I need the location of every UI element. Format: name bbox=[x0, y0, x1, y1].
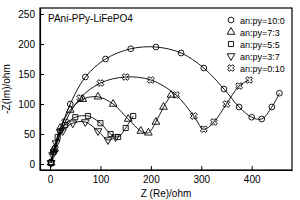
legend-marker bbox=[227, 28, 235, 35]
data-point bbox=[221, 99, 231, 109]
data-point bbox=[109, 100, 117, 107]
y-axis-tick-label: 200 bbox=[18, 39, 35, 50]
fit-line bbox=[51, 121, 116, 162]
data-point bbox=[160, 103, 168, 110]
legend-marker bbox=[228, 17, 234, 23]
y-axis-tick-label: 50 bbox=[24, 129, 36, 140]
chart: 0 100 200 300 400 0 50 100 150 200 250 PAni-PPy-LiF… bbox=[0, 0, 300, 200]
data-point bbox=[277, 90, 283, 96]
legend-marker bbox=[226, 63, 236, 73]
data-point bbox=[146, 75, 156, 85]
data-point bbox=[128, 46, 134, 52]
x-axis-tick-label: 0 bbox=[48, 174, 54, 185]
x-axis-tick-label: 400 bbox=[244, 174, 261, 185]
data-point bbox=[121, 72, 131, 82]
x-axis-tick: 100 bbox=[93, 166, 110, 185]
legend: an:py=10:0 an:py=7:3 an:py=5:5 an:py=3:7 an:… bbox=[226, 16, 285, 74]
data-point bbox=[73, 115, 78, 120]
data-point bbox=[46, 158, 56, 168]
fit-line bbox=[51, 116, 133, 163]
data-point bbox=[234, 81, 244, 91]
y-axis-tick: 0 bbox=[29, 159, 44, 170]
data-point bbox=[244, 75, 254, 85]
plot-frame bbox=[40, 8, 292, 170]
data-point bbox=[153, 44, 159, 50]
fit-line bbox=[51, 95, 171, 163]
data-point bbox=[259, 116, 265, 122]
x-axis-tick: 200 bbox=[143, 166, 160, 185]
data-point bbox=[94, 129, 102, 136]
plot-area: 0 100 200 300 400 0 50 100 150 200 250 PAni-PPy-LiF… bbox=[18, 8, 292, 185]
y-axis-tick-label: 250 bbox=[18, 9, 35, 20]
legend-item: an:py=5:5 bbox=[228, 40, 279, 50]
data-point bbox=[66, 106, 74, 113]
legend-item: an:py=10:0 bbox=[228, 16, 285, 26]
legend-marker bbox=[228, 41, 233, 46]
data-point bbox=[199, 124, 209, 134]
x-axis-tick-mark bbox=[100, 166, 101, 170]
data-point bbox=[75, 93, 85, 103]
y-axis-title: -Z(Im)/ohm bbox=[1, 64, 12, 113]
x-axis-tick: 400 bbox=[244, 166, 261, 185]
legend-item: an:py=7:3 bbox=[227, 28, 280, 38]
y-axis-tick-label: 100 bbox=[18, 99, 35, 110]
data-point bbox=[221, 86, 227, 92]
data-point bbox=[152, 118, 160, 125]
data-point bbox=[171, 90, 181, 100]
chart-title: PAni-PPy-LiFePO4 bbox=[48, 13, 133, 24]
fit-line bbox=[51, 77, 249, 163]
legend-label: an:py=0:10 bbox=[240, 64, 285, 74]
y-axis-tick: 50 bbox=[24, 129, 44, 140]
data-point bbox=[94, 92, 102, 99]
data-point bbox=[209, 117, 219, 127]
data-point bbox=[189, 111, 199, 121]
data-point bbox=[81, 120, 89, 127]
x-axis-tick-mark bbox=[252, 166, 253, 170]
x-axis-tick: 0 bbox=[48, 166, 54, 185]
data-point bbox=[104, 138, 112, 145]
data-point bbox=[85, 113, 90, 118]
legend-label: an:py=5:5 bbox=[240, 40, 280, 50]
y-axis-tick-label: 150 bbox=[18, 69, 35, 80]
data-point bbox=[201, 65, 207, 71]
data-point bbox=[269, 104, 275, 110]
legend-label: an:py=10:0 bbox=[240, 16, 285, 26]
data-point bbox=[69, 121, 77, 128]
data-point bbox=[98, 121, 103, 126]
x-axis-tick-mark bbox=[151, 166, 152, 170]
y-axis-tick-label: 0 bbox=[29, 159, 35, 170]
data-point bbox=[131, 113, 136, 118]
data-point bbox=[249, 114, 255, 120]
x-axis-tick-label: 300 bbox=[193, 174, 210, 185]
data-point bbox=[50, 144, 60, 154]
legend-marker bbox=[227, 54, 235, 61]
data-point bbox=[60, 117, 70, 127]
data-point bbox=[95, 78, 105, 88]
x-axis-tick-label: 200 bbox=[143, 174, 160, 185]
data-point bbox=[144, 128, 152, 135]
x-axis-tick: 300 bbox=[193, 166, 210, 185]
x-axis: 0 100 200 300 400 bbox=[41, 166, 293, 185]
data-point bbox=[123, 125, 128, 130]
legend-item: an:py=3:7 bbox=[227, 52, 280, 62]
x-axis-title: Z (Re)/ohm bbox=[141, 188, 192, 199]
x-axis-tick-label: 100 bbox=[93, 174, 110, 185]
data-point bbox=[178, 50, 184, 56]
legend-label: an:py=7:3 bbox=[240, 28, 280, 38]
legend-label: an:py=3:7 bbox=[240, 52, 280, 62]
data-point bbox=[137, 127, 145, 134]
data-point bbox=[236, 104, 242, 110]
x-axis-tick-mark bbox=[201, 166, 202, 170]
data-point bbox=[112, 135, 120, 142]
data-point bbox=[103, 56, 109, 62]
legend-item: an:py=0:10 bbox=[226, 63, 285, 74]
data-point bbox=[82, 74, 88, 80]
